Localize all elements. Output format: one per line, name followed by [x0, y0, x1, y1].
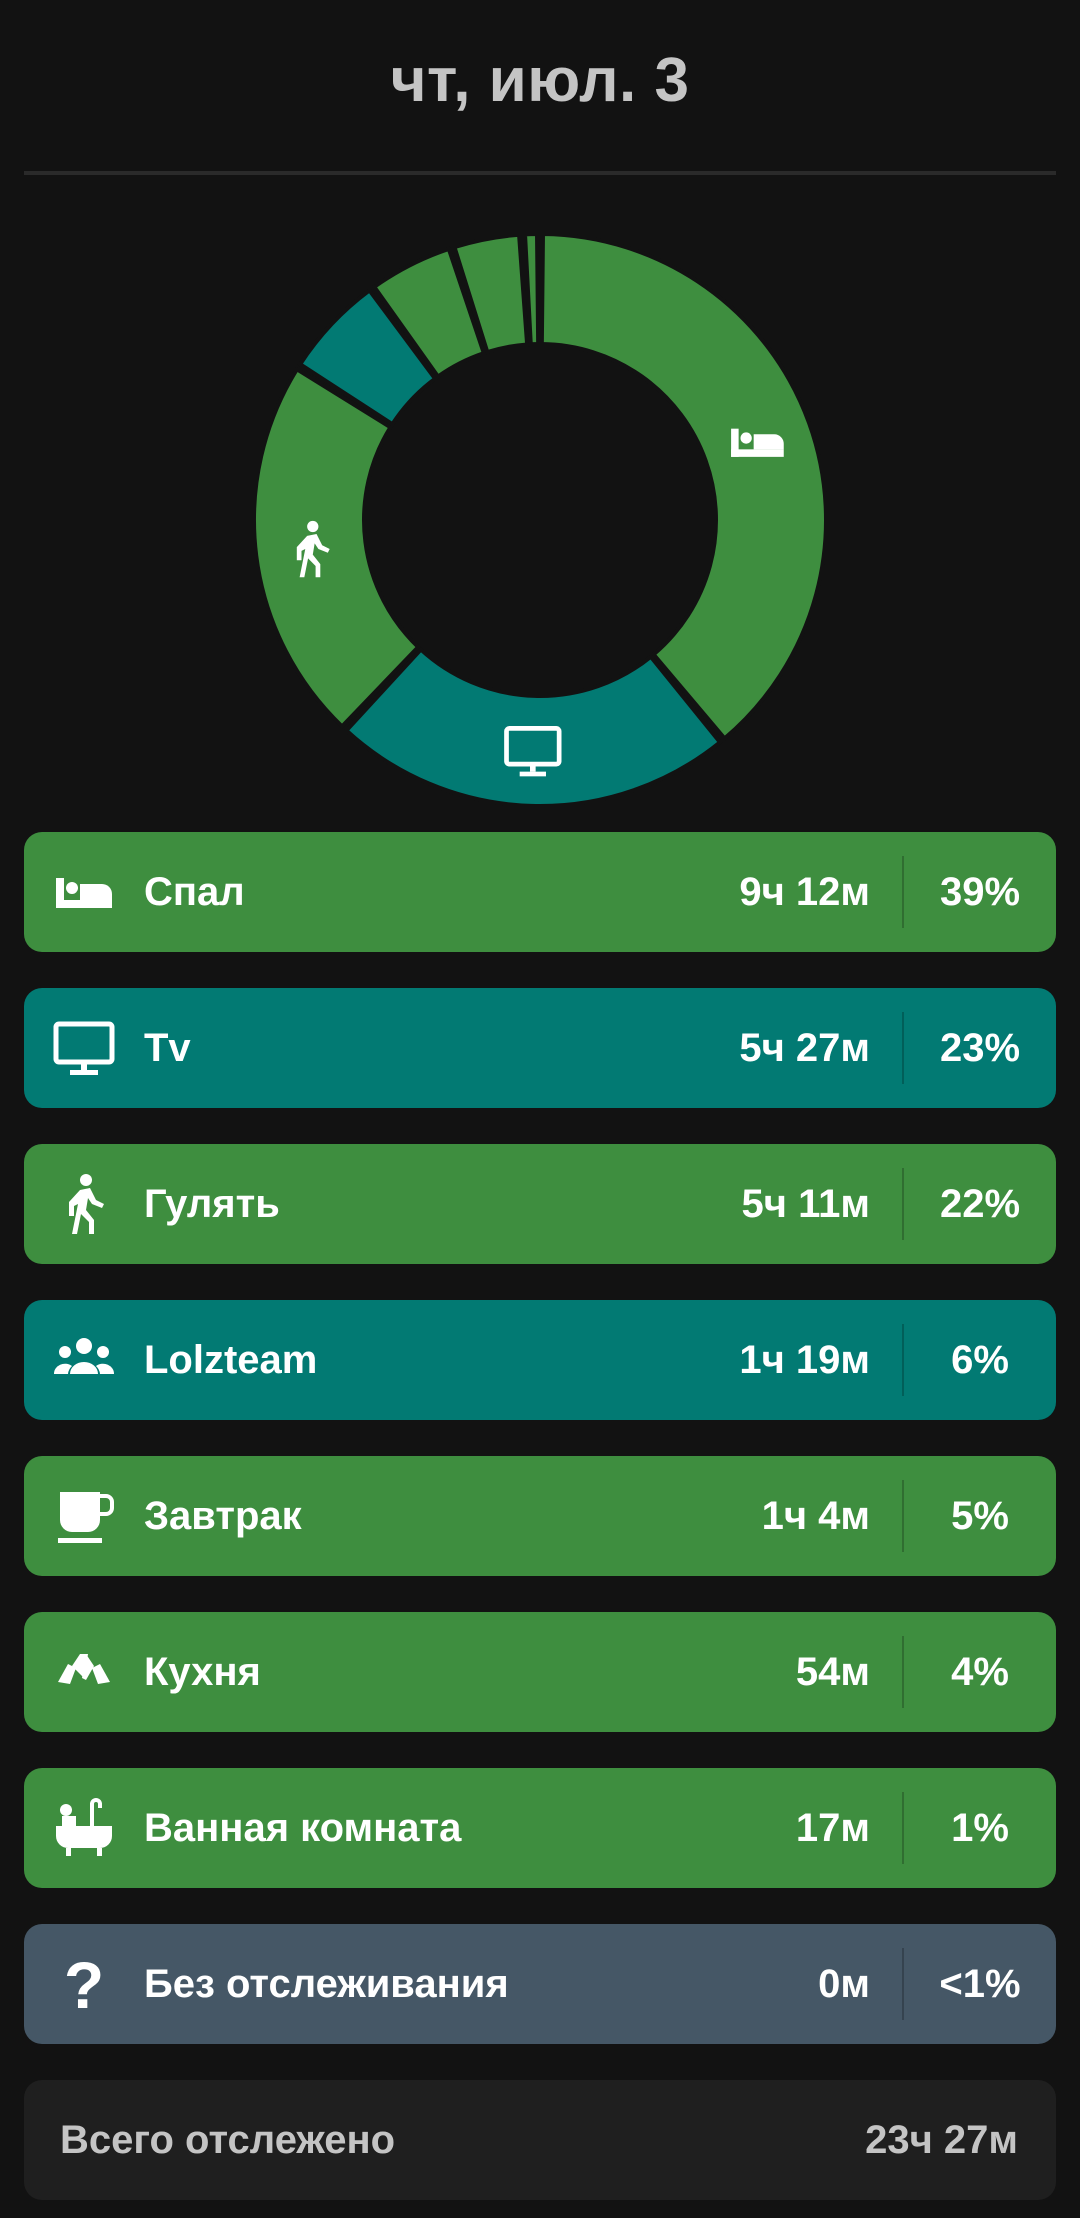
activity-percent: 5% [951, 1493, 1009, 1538]
total-tracked-row: Всего отслежено 23ч 27м [24, 2080, 1056, 2200]
activity-percent: 39% [939, 869, 1021, 914]
donut-bed-icon [731, 428, 784, 457]
date-header: чт, июл. 3 [0, 0, 1080, 172]
activity-duration: 17м [795, 1805, 870, 1850]
activity-row-6[interactable]: Ванная комната 17м 1% [24, 1768, 1056, 1888]
header-divider [24, 171, 1056, 175]
total-value: 23ч 27м [865, 2117, 1018, 2162]
activity-duration: 5ч 11м [741, 1181, 870, 1226]
donut-segment-kitchen[interactable] [451, 232, 530, 355]
activity-label: Tv [144, 1025, 191, 1070]
activity-percent: 22% [939, 1181, 1021, 1226]
kitchen-icon [48, 1636, 120, 1708]
activity-label: Спал [144, 869, 245, 914]
bed-icon [48, 856, 120, 928]
donut-segment-bed[interactable] [539, 231, 828, 742]
activity-row-7[interactable]: ? Без отслеживания 0м <1% [24, 1924, 1056, 2044]
activity-label: Ванная комната [144, 1805, 462, 1850]
donut-segments [252, 231, 828, 808]
tv-icon [48, 1012, 120, 1084]
activity-duration: 54м [795, 1649, 870, 1694]
donut-icons [296, 428, 784, 777]
activity-percent: 23% [939, 1025, 1021, 1070]
activity-duration: 1ч 19м [739, 1337, 870, 1382]
activity-duration: 0м [818, 1961, 870, 2006]
activity-duration: 5ч 27м [739, 1025, 870, 1070]
group-icon [48, 1324, 120, 1396]
donut-segment-cup[interactable] [371, 246, 487, 380]
row-separator [902, 1480, 904, 1552]
row-separator [902, 1792, 904, 1864]
activity-list: Спал 9ч 12м 39% Tv 5ч 27м 23% Гулять 5ч 11м 22% L… [24, 832, 1056, 2080]
date-title: чт, июл. 3 [390, 45, 690, 115]
donut-tv-icon [504, 726, 562, 777]
activity-donut-chart[interactable] [240, 220, 840, 820]
row-separator [902, 1012, 904, 1084]
activity-label: Завтрак [144, 1493, 302, 1538]
activity-row-0[interactable]: Спал 9ч 12м 39% [24, 832, 1056, 952]
row-separator [902, 856, 904, 928]
activity-percent: 6% [951, 1337, 1009, 1382]
activity-label: Lolzteam [144, 1337, 318, 1382]
activity-percent: 4% [951, 1649, 1009, 1694]
cup-icon [48, 1480, 120, 1552]
activity-percent: 1% [951, 1805, 1009, 1850]
activity-row-2[interactable]: Гулять 5ч 11м 22% [24, 1144, 1056, 1264]
activity-label: Без отслеживания [144, 1961, 509, 2006]
row-separator [902, 1324, 904, 1396]
donut-segment-bathtub[interactable] [522, 231, 541, 347]
activity-percent: <1% [939, 1961, 1021, 2006]
activity-duration: 9ч 12м [739, 869, 870, 914]
activity-label: Гулять [144, 1181, 280, 1226]
donut-segment-group[interactable] [297, 287, 438, 427]
row-separator [902, 1636, 904, 1708]
donut-segment-walk[interactable] [252, 366, 422, 730]
svg-text:?: ? [64, 1952, 104, 2016]
activity-row-5[interactable]: Кухня 54м 4% [24, 1612, 1056, 1732]
question-icon: ? [48, 1948, 120, 2020]
activity-row-1[interactable]: Tv 5ч 27м 23% [24, 988, 1056, 1108]
total-label: Всего отслежено [60, 2117, 396, 2162]
row-separator [902, 1948, 904, 2020]
walk-icon [48, 1168, 120, 1240]
donut-walk-icon [296, 520, 330, 578]
activity-row-4[interactable]: Завтрак 1ч 4м 5% [24, 1456, 1056, 1576]
activity-duration: 1ч 4м [761, 1493, 870, 1538]
activity-row-3[interactable]: Lolzteam 1ч 19м 6% [24, 1300, 1056, 1420]
activity-label: Кухня [144, 1649, 261, 1694]
row-separator [902, 1168, 904, 1240]
bathtub-icon [48, 1792, 120, 1864]
